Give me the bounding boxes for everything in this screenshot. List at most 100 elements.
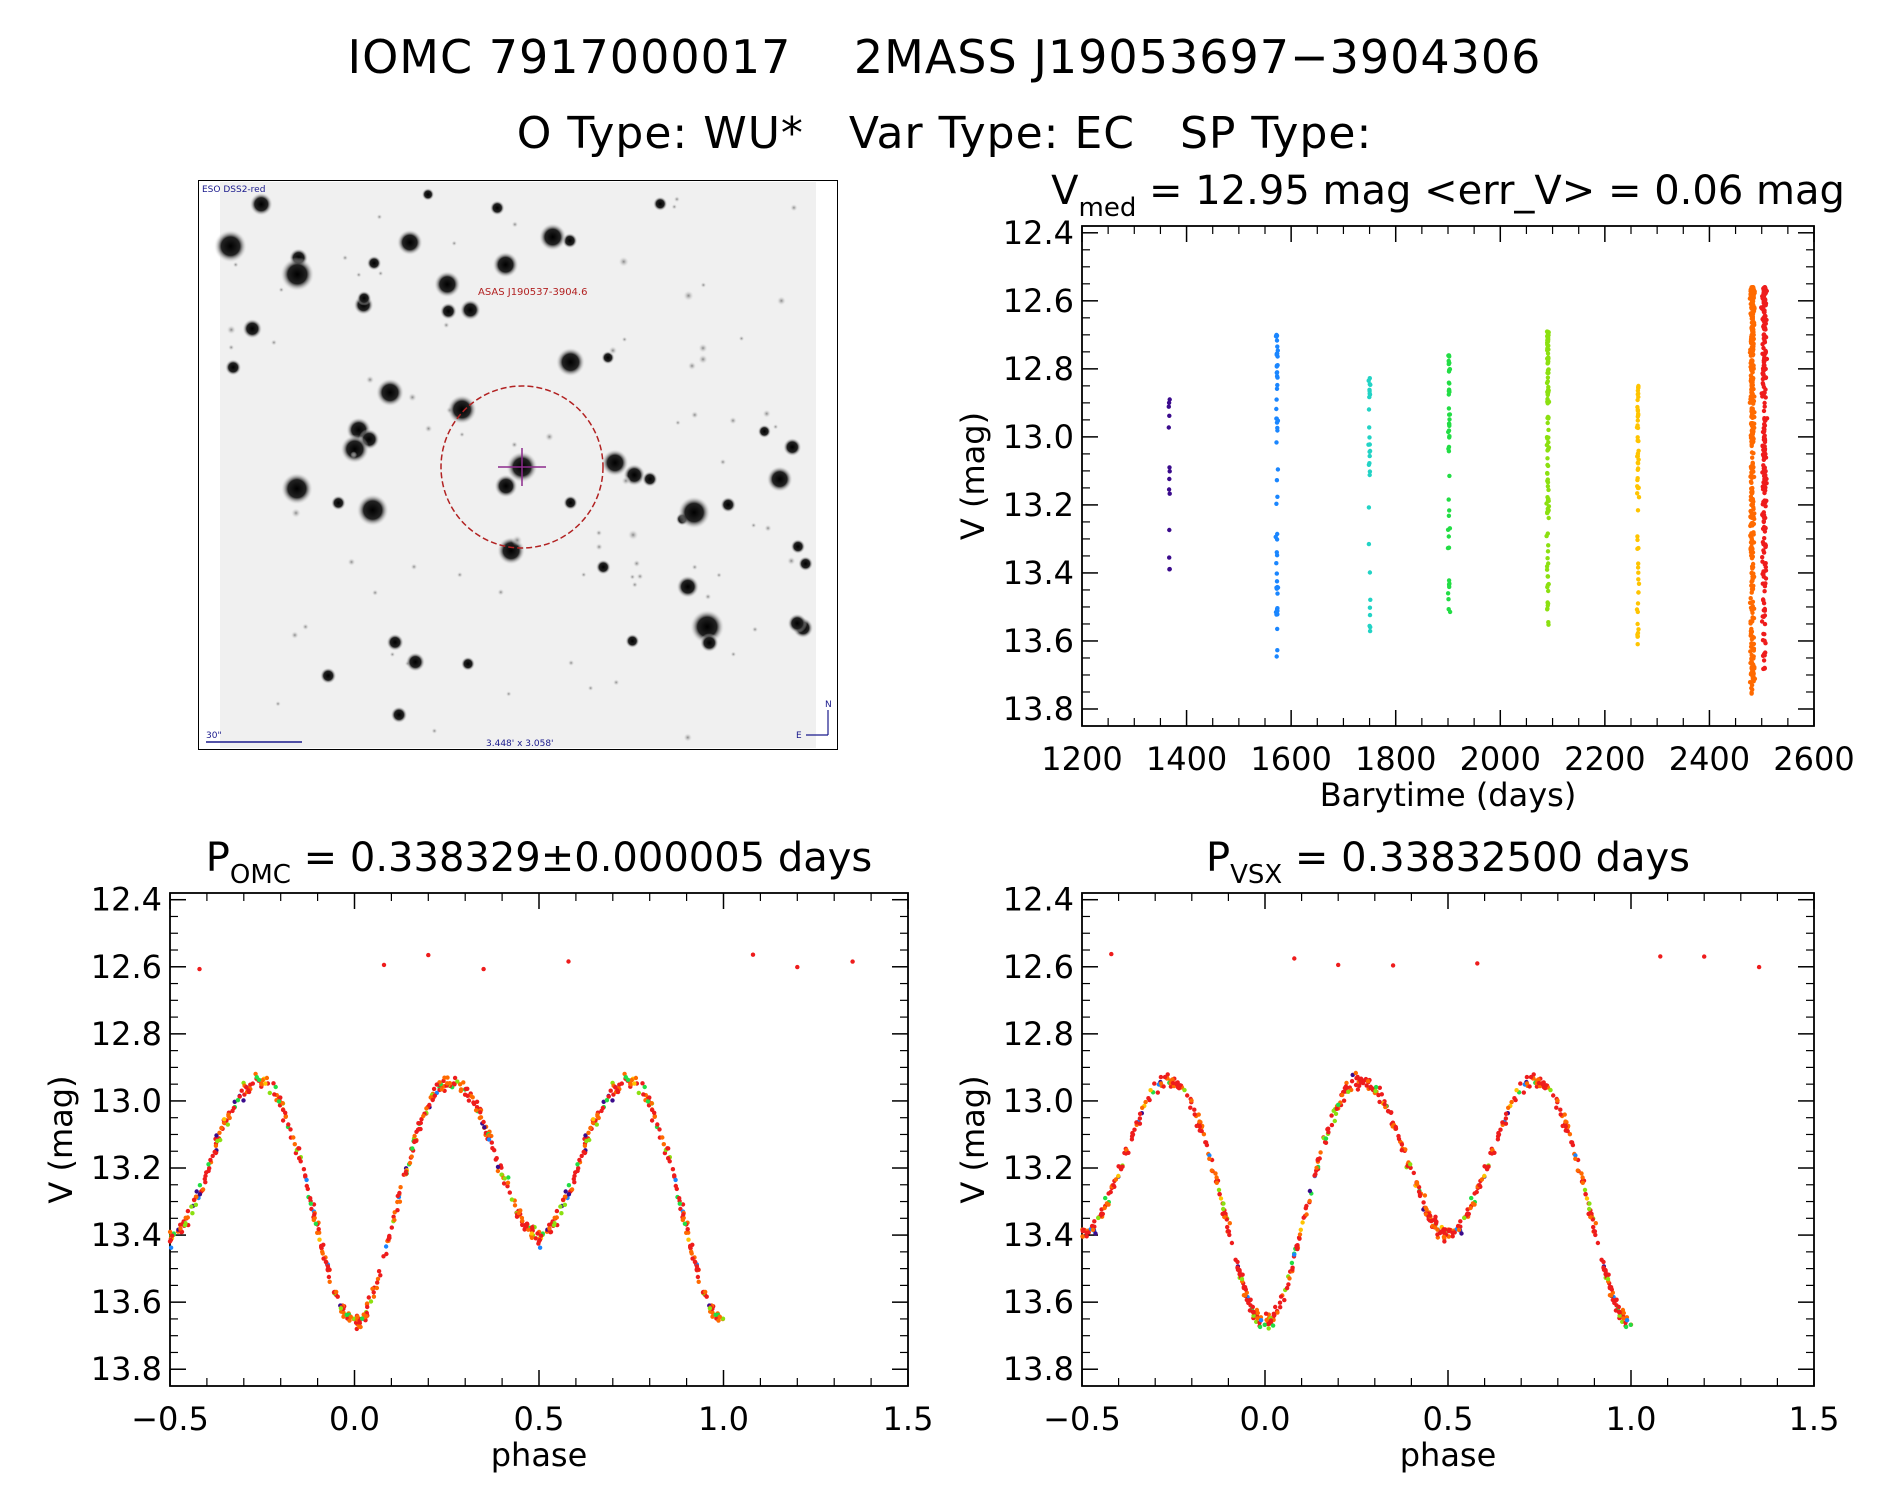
phase_omc-ytick-label: 13.2: [91, 1149, 162, 1187]
phase_omc-point: [288, 1127, 293, 1132]
phase_omc-point: [566, 959, 571, 964]
phase_vsx-point: [1249, 1308, 1255, 1314]
phase_vsx-point: [1591, 1216, 1596, 1221]
phase_omc-point: [516, 1208, 521, 1214]
lightcurve-point: [1761, 294, 1767, 299]
lightcurve-point: [1751, 303, 1756, 308]
phase_vsx-point: [1246, 1298, 1252, 1304]
lightcurve-point: [1545, 361, 1550, 366]
phase_vsx-point: [1399, 1141, 1404, 1146]
lightcurve-point: [1762, 363, 1767, 368]
lightcurve-point: [1545, 582, 1551, 588]
phase_omc-point: [180, 1221, 185, 1227]
phase_vsx-point: [1406, 1160, 1411, 1165]
lightcurve-point: [1748, 545, 1754, 551]
phase_omc-point: [617, 1086, 622, 1092]
lightcurve-point: [1761, 360, 1767, 365]
lightcurve-point: [1274, 501, 1279, 506]
phase_omc-point: [613, 1085, 618, 1090]
phase_omc-point: [375, 1276, 381, 1282]
lightcurve-point: [1749, 579, 1754, 584]
lightcurve-point: [1762, 417, 1767, 422]
lightcurve-point: [1761, 316, 1766, 321]
phase_vsx-point: [1332, 1118, 1338, 1124]
phase_vsx-point: [1538, 1081, 1543, 1086]
lightcurve-point: [1275, 375, 1280, 380]
finder-star: [700, 281, 707, 289]
lightcurve-point: [1752, 394, 1757, 399]
phase_vsx-point: [1282, 1297, 1287, 1303]
lightcurve-point: [1752, 516, 1757, 522]
phase_omc-point: [210, 1153, 215, 1159]
lightcurve-point: [1762, 357, 1767, 362]
finder-star: [673, 195, 681, 203]
phase_omc-point: [594, 1122, 599, 1127]
phase_vsx-point: [1606, 1279, 1611, 1284]
phase_omc-point: [483, 1132, 488, 1138]
phase_omc-point: [331, 1290, 337, 1295]
lightcurve-point: [1748, 621, 1753, 626]
phase_omc-point: [478, 1108, 483, 1113]
lightcurve-point: [1748, 376, 1754, 382]
phase_omc-point: [537, 1236, 542, 1242]
phase_omc-point: [471, 1100, 476, 1105]
phase_vsx-point: [1583, 1191, 1588, 1197]
lightcurve-point: [1761, 286, 1766, 291]
phase_omc-point: [465, 1086, 470, 1092]
phase_vsx-point: [1290, 1269, 1295, 1274]
phase_vsx-point: [1466, 1211, 1472, 1217]
lightcurve-point: [1749, 398, 1755, 404]
phase_omc-point: [493, 1157, 498, 1162]
phase_vsx-point: [1505, 1111, 1511, 1116]
lightcurve-point: [1761, 453, 1767, 458]
finder-star: [625, 633, 640, 649]
lightcurve-point: [1546, 496, 1551, 502]
phase_omc-point: [219, 1125, 224, 1131]
lightcurve-point: [1750, 574, 1755, 579]
lightcurve-point: [1749, 532, 1755, 538]
phase_vsx-point: [1178, 1083, 1184, 1088]
lightcurve-point: [1636, 627, 1641, 632]
lightcurve-point: [1749, 629, 1755, 634]
lightcurve-point: [1446, 597, 1451, 602]
finder-star: [494, 474, 518, 498]
phase_omc-point: [444, 1083, 449, 1088]
lightcurve-point: [1750, 339, 1755, 344]
lightcurve-point: [1751, 514, 1756, 520]
phase_omc-point: [280, 1101, 286, 1106]
lightcurve-point: [1545, 470, 1550, 476]
lightcurve-point: [1760, 444, 1765, 449]
lightcurve-point: [1750, 670, 1755, 675]
phase_vsx-point: [1442, 1236, 1447, 1241]
lightcurve-point: [1761, 569, 1767, 575]
lightcurve-point: [1761, 444, 1767, 449]
phase_vsx-point: [1267, 1320, 1272, 1325]
lightcurve-point: [1749, 406, 1755, 411]
phase_omc-point: [417, 1121, 422, 1127]
phase_omc-point: [213, 1136, 218, 1142]
phase_vsx-point: [1325, 1127, 1330, 1132]
phase_vsx-point: [1255, 1310, 1261, 1316]
phase_omc-ytick-label: 13.6: [91, 1283, 162, 1321]
lightcurve-point: [1545, 357, 1551, 362]
lightcurve-point: [1762, 589, 1767, 594]
phase_omc-point: [315, 1230, 320, 1236]
phase_omc-point: [363, 1318, 368, 1323]
lightcurve-point: [1546, 356, 1551, 361]
phase_vsx-point: [1192, 1112, 1197, 1117]
lightcurve-point: [1762, 477, 1767, 483]
lightcurve-point: [1750, 347, 1755, 353]
phase_omc-point: [499, 1172, 504, 1177]
lightcurve-point: [1749, 521, 1754, 526]
lightcurve-point: [1635, 438, 1640, 443]
phase_omc-point: [595, 1110, 601, 1115]
phase_vsx-point: [1307, 1198, 1312, 1204]
finder-star: [567, 659, 575, 667]
lightcurve-point: [1751, 521, 1757, 527]
lightcurve-point: [1763, 500, 1768, 505]
phase_omc-point: [357, 1318, 362, 1323]
phase_vsx-point: [1315, 1157, 1320, 1163]
lightcurve-point: [1750, 434, 1755, 439]
phase_vsx-point: [1197, 1124, 1203, 1129]
phase_omc-point: [319, 1246, 324, 1251]
